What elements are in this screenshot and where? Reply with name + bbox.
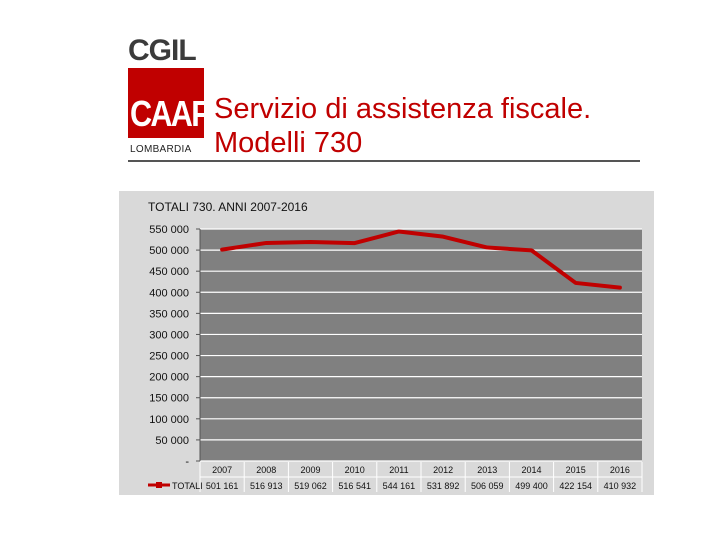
y-tick-label: 200 000 [149, 372, 189, 384]
y-tick-label: 150 000 [149, 393, 189, 405]
data-label: 516 541 [338, 481, 371, 491]
data-point [397, 229, 401, 233]
y-tick-label: 100 000 [149, 414, 189, 426]
data-point [618, 286, 622, 290]
data-point [264, 241, 268, 245]
x-tick-label: 2012 [433, 465, 453, 475]
legend-marker-totali [156, 482, 162, 488]
y-tick-label: - [185, 456, 189, 468]
x-tick-label: 2014 [521, 465, 541, 475]
y-tick-label: 500 000 [149, 245, 189, 257]
title-divider [128, 160, 640, 162]
x-tick-label: 2009 [300, 465, 320, 475]
y-tick-label: 450 000 [149, 266, 189, 278]
data-point [485, 246, 489, 250]
slide-title-line1: Servizio di assistenza fiscale. [214, 93, 592, 125]
data-label: 410 932 [604, 481, 637, 491]
caaf-cgil-logo: CGIL CAAF LOMBARDIA [128, 34, 210, 156]
data-point [530, 248, 533, 252]
series-line-totali [220, 229, 622, 290]
data-point [441, 235, 445, 239]
data-point [220, 248, 224, 252]
y-tick-label: 350 000 [149, 308, 189, 320]
y-tick-label: 250 000 [149, 351, 189, 363]
logo-red-block [128, 68, 204, 138]
x-tick-label: 2016 [610, 465, 630, 475]
y-tick-label: 300 000 [149, 329, 189, 341]
logo-cgil-text: CGIL [128, 34, 197, 67]
legend-label-totali: TOTALI [172, 481, 203, 491]
logo-region-text: LOMBARDIA [130, 144, 192, 155]
data-label: 519 062 [294, 481, 327, 491]
data-label: 516 913 [250, 481, 283, 491]
data-point [309, 240, 312, 244]
x-tick-label: 2015 [566, 465, 586, 475]
x-tick-label: 2008 [256, 465, 276, 475]
y-tick-label: 50 000 [155, 435, 189, 447]
data-point [353, 241, 357, 245]
x-tick-label: 2011 [389, 465, 408, 475]
data-label: 422 154 [559, 481, 592, 491]
x-tick-label: 2010 [345, 465, 365, 475]
y-tick-label: 550 000 [149, 224, 189, 236]
data-label: 531 892 [427, 481, 460, 491]
data-label: 501 161 [206, 481, 239, 491]
y-tick-label: 400 000 [149, 287, 189, 299]
x-tick-label: 2013 [477, 465, 497, 475]
logo-caaf-text: CAAF [130, 93, 210, 134]
x-tick-label: 2007 [212, 465, 232, 475]
data-label: 506 059 [471, 481, 504, 491]
slide-title-line2: Modelli 730 [214, 127, 363, 159]
chart-title: TOTALI 730. ANNI 2007-2016 [148, 200, 308, 214]
data-point [574, 281, 578, 285]
data-label: 499 400 [515, 481, 548, 491]
data-label: 544 161 [383, 481, 416, 491]
plot-background [200, 229, 642, 461]
slide-title: Servizio di assistenza fiscale. Modelli … [214, 92, 591, 160]
